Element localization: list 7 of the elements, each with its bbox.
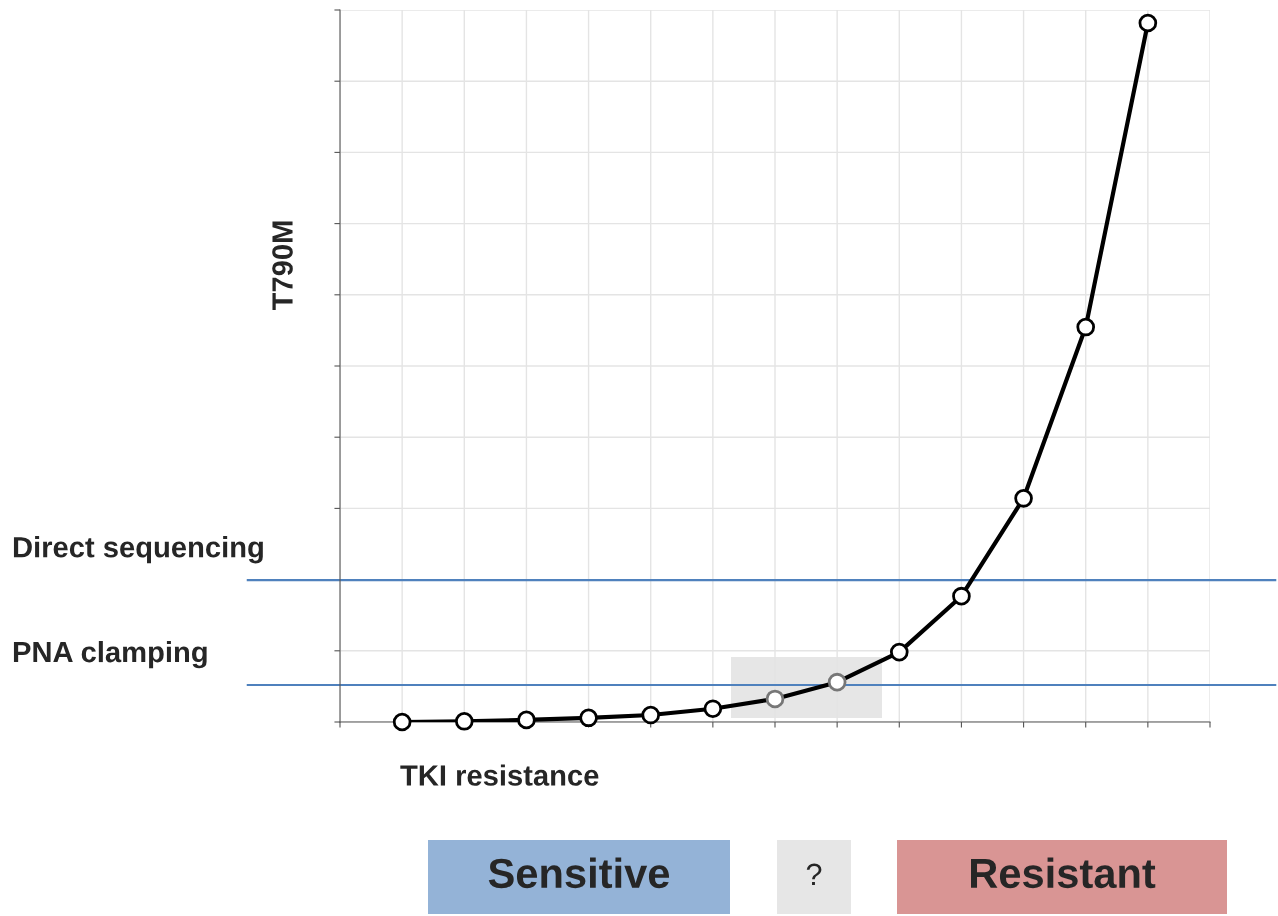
ref-line-label: Direct sequencing — [13, 536, 263, 564]
x-axis-title: TKI resistance — [400, 764, 599, 786]
ref-line-label: PNA clamping — [13, 640, 207, 669]
y-axis-title: T790M — [272, 221, 293, 311]
text: Sensitive — [488, 857, 670, 889]
text: ? — [806, 863, 822, 885]
text: Resistant — [971, 857, 1156, 889]
